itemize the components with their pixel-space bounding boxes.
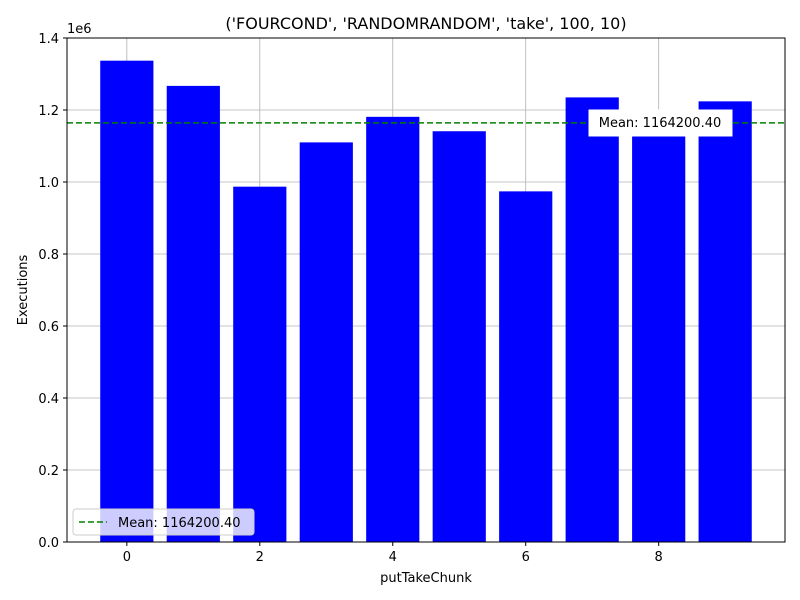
- y-tick-label: 1.0: [38, 176, 59, 191]
- y-axis-label: Executions: [16, 254, 31, 325]
- bars: [100, 60, 752, 543]
- bar: [166, 85, 220, 542]
- x-tick-label: 8: [655, 550, 663, 565]
- y-tick-label: 1.4: [38, 32, 59, 47]
- x-tick-label: 6: [522, 550, 530, 565]
- mean-annotation-box: [588, 109, 733, 137]
- y-tick-label: 0.0: [38, 536, 59, 551]
- chart-title: ('FOURCOND', 'RANDOMRANDOM', 'take', 100…: [225, 14, 626, 33]
- legend-box: [72, 508, 255, 536]
- x-axis-ticks: 0 2 4 6 8: [123, 542, 663, 565]
- bar: [432, 131, 486, 543]
- legend-label: Mean: 1164200.40: [118, 516, 241, 531]
- x-tick-label: 2: [256, 550, 264, 565]
- bar: [632, 115, 686, 542]
- x-tick-label: 4: [389, 550, 397, 565]
- bar: [366, 116, 420, 542]
- y-tick-label: 0.6: [38, 320, 59, 335]
- bar: [499, 191, 553, 543]
- bar: [565, 97, 619, 543]
- plot-frame: [66, 37, 786, 543]
- bar: [299, 142, 353, 542]
- y-tick-label: 1.2: [38, 104, 59, 119]
- y-offset-label: 1e6: [67, 22, 92, 37]
- mean-annotation: Mean: 1164200.40: [588, 109, 733, 137]
- y-tick-label: 0.4: [38, 392, 59, 407]
- bar: [233, 186, 287, 542]
- x-axis-label: putTakeChunk: [380, 571, 472, 586]
- y-axis-ticks: 0.0 0.2 0.4 0.6 0.8 1.0 1.2 1.4: [38, 32, 67, 551]
- y-tick-label: 0.2: [38, 464, 59, 479]
- y-tick-label: 0.8: [38, 248, 59, 263]
- bar: [698, 101, 752, 543]
- bar: [100, 60, 154, 543]
- x-tick-label: 0: [123, 550, 131, 565]
- legend: Mean: 1164200.40: [72, 508, 255, 536]
- mean-annotation-text: Mean: 1164200.40: [599, 116, 722, 131]
